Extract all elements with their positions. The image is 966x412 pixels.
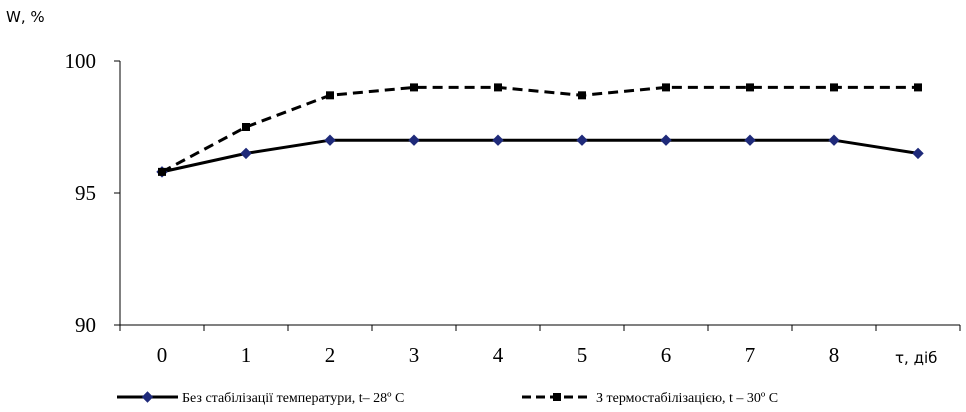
- data-point: [912, 147, 924, 160]
- series-layer: [156, 83, 924, 178]
- data-point: [492, 134, 504, 146]
- legend-label: Без стабілізації температури, t– 28º C: [182, 391, 404, 406]
- legend-item-2: З термостабілізацією, t – 30º C: [522, 391, 778, 406]
- data-point: [494, 83, 502, 92]
- axes: [114, 60, 961, 331]
- data-point: [242, 123, 250, 131]
- y-tick-label: 100: [65, 49, 97, 73]
- data-point: [746, 83, 754, 92]
- y-tick-label: 95: [75, 181, 96, 205]
- labels-layer: 100 95 90 0 1 2 3 4 5 6 7 8 W, % τ, діб: [6, 8, 937, 367]
- series-2: [158, 83, 922, 176]
- y-tick-label: 90: [75, 313, 96, 337]
- x-tick-label: 0: [157, 343, 168, 367]
- x-tick-label: 2: [325, 343, 336, 367]
- x-tick-label: 7: [745, 343, 756, 367]
- data-point: [408, 134, 420, 146]
- data-point: [326, 91, 334, 100]
- data-point: [158, 167, 166, 176]
- x-tick-label: 5: [577, 343, 588, 367]
- legend-marker: [553, 393, 561, 401]
- data-point: [410, 83, 418, 92]
- x-tick-label: 8: [829, 343, 840, 367]
- x-tick-label: 3: [409, 343, 420, 367]
- series-line: [161, 138, 919, 174]
- data-point: [324, 134, 336, 146]
- data-point: [576, 134, 588, 146]
- legend-label: З термостабілізацією, t – 30º C: [596, 391, 778, 406]
- series-line: [161, 85, 918, 174]
- legend-item-1: Без стабілізації температури, t– 28º C: [117, 391, 404, 406]
- x-tick-label: 1: [241, 343, 252, 367]
- data-point: [662, 83, 670, 92]
- data-point: [830, 83, 838, 92]
- data-point: [578, 91, 586, 100]
- x-tick-label: 4: [493, 343, 504, 367]
- x-tick-label: 6: [661, 343, 672, 367]
- data-point: [914, 83, 922, 92]
- data-point: [828, 134, 840, 146]
- legend: Без стабілізації температури, t– 28º C З …: [117, 391, 778, 406]
- data-point: [660, 134, 672, 146]
- x-axis-label: τ, діб: [895, 349, 937, 367]
- data-point: [240, 147, 252, 160]
- data-point: [744, 134, 756, 146]
- y-axis-label: W, %: [6, 8, 45, 26]
- series-1: [156, 134, 924, 178]
- legend-marker: [141, 391, 154, 403]
